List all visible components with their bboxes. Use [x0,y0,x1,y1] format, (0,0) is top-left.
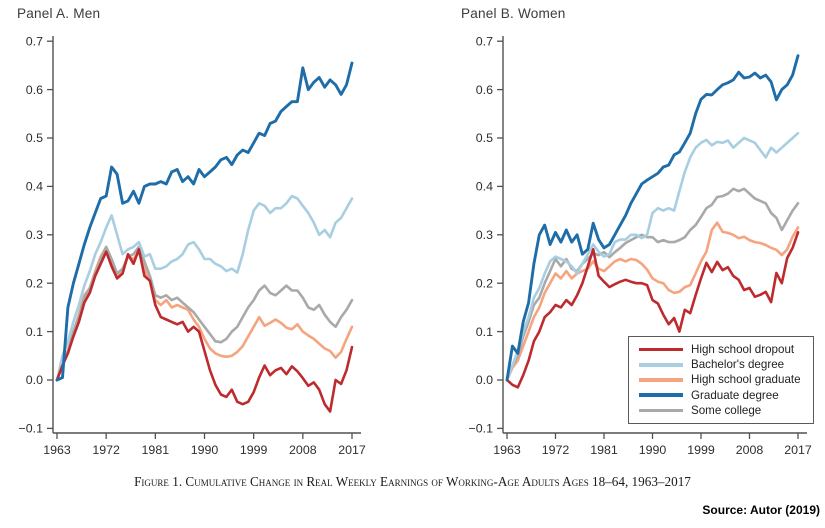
svg-text:0.4: 0.4 [476,180,493,194]
svg-text:2017: 2017 [338,443,366,457]
panel-b-title: Panel B. Women [461,6,566,21]
series-line-graduate-degree [505,54,800,382]
series-line-high-school-dropout [505,231,800,389]
svg-text:1981: 1981 [142,443,170,457]
svg-text:0.2: 0.2 [476,276,493,290]
legend-label: Bachelor's degree [691,358,785,372]
svg-text:2008: 2008 [736,443,764,457]
legend-item: Some college [639,404,809,417]
legend-item: Graduate degree [639,389,809,402]
source-credit: Source: Autor (2019) [702,503,820,517]
chart-canvas: −0.1 0.0 0.1 0.2 0.3 0.4 0.5 0.6 0.7 1963 1972 1981… [19,34,812,457]
series-line-graduate-degree [55,61,354,382]
legend-label: Some college [691,403,762,417]
series-line-high-school-graduate [505,221,800,382]
figure-caption: Figure 1. Cumulative Change in Real Week… [134,474,691,489]
legend-label: Graduate degree [691,388,779,402]
svg-text:0.6: 0.6 [476,83,493,97]
legend-swatch-some-college [639,408,683,413]
svg-text:0.1: 0.1 [26,325,43,339]
panel-a-title: Panel A. Men [17,6,101,21]
svg-text:2008: 2008 [289,443,317,457]
legend-swatch-high-school-dropout [639,347,683,352]
svg-text:0.5: 0.5 [26,131,43,145]
svg-text:0.0: 0.0 [476,373,493,387]
svg-text:0.2: 0.2 [26,276,43,290]
series-line-bachelor-s-degree [55,194,354,382]
legend-swatch-high-school-graduate [639,378,683,382]
legend-item: Bachelor's degree [639,358,809,371]
svg-text:0.5: 0.5 [476,131,493,145]
legend-swatch-bachelor-s-degree [639,362,683,367]
svg-text:−0.1: −0.1 [19,422,44,436]
svg-text:1990: 1990 [191,443,219,457]
series-line-some-college [55,245,354,382]
svg-text:0.7: 0.7 [26,34,43,48]
legend-label: High school graduate [691,373,801,387]
panel-a-axes: −0.1 0.0 0.1 0.2 0.3 0.4 0.5 0.6 0.7 1963 1972 1981… [19,34,366,457]
svg-text:1981: 1981 [590,443,618,457]
svg-text:0.4: 0.4 [26,180,43,194]
svg-text:0.7: 0.7 [476,34,493,48]
panel-b-axes: −0.1 0.0 0.1 0.2 0.3 0.4 0.5 0.6 0.7 1963 1972 1981… [469,34,812,457]
svg-text:2017: 2017 [784,443,812,457]
svg-text:0.3: 0.3 [26,228,43,242]
svg-text:1963: 1963 [493,443,521,457]
legend-label: High school dropout [691,343,795,357]
series-line-high-school-dropout [55,248,354,413]
svg-text:1963: 1963 [43,443,71,457]
legend: High school dropout Bachelor's degree High… [628,336,814,424]
series-line-bachelor-s-degree [505,131,800,382]
svg-text:0.3: 0.3 [476,228,493,242]
svg-text:0.0: 0.0 [26,373,43,387]
svg-text:−0.1: −0.1 [469,422,494,436]
legend-item: High school dropout [639,343,809,356]
svg-text:1972: 1972 [542,443,570,457]
legend-item: High school graduate [639,373,809,386]
svg-text:1972: 1972 [92,443,120,457]
panel-a-series [55,61,354,413]
panel-b-series [505,54,800,389]
series-line-some-college [505,187,800,382]
svg-text:0.6: 0.6 [26,83,43,97]
series-line-high-school-graduate [55,245,354,382]
legend-swatch-graduate-degree [639,393,683,397]
svg-text:1999: 1999 [240,443,268,457]
svg-text:1990: 1990 [639,443,667,457]
svg-text:1999: 1999 [687,443,715,457]
svg-text:0.1: 0.1 [476,325,493,339]
